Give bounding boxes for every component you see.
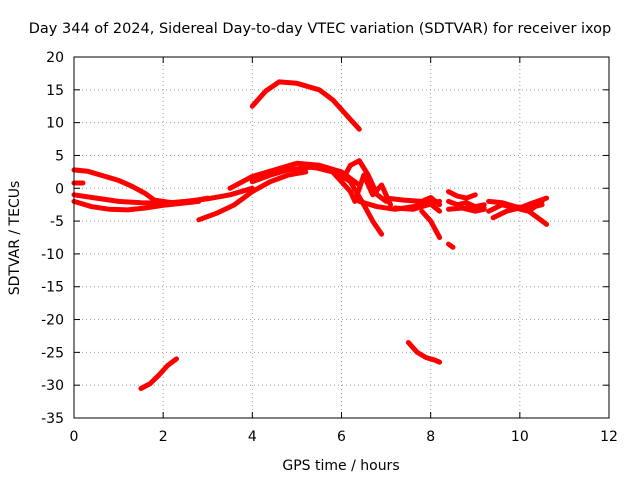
- y-tick-label: -30: [41, 378, 64, 394]
- y-tick-label: -5: [50, 214, 64, 230]
- x-tick-label: 4: [248, 429, 257, 445]
- y-tick-label: -35: [41, 411, 64, 427]
- series-line-s15: [419, 208, 443, 240]
- y-tick-label: 15: [46, 83, 64, 99]
- y-tick-label: -10: [41, 247, 64, 263]
- series-line-s13: [383, 195, 443, 208]
- series-line-s5: [138, 356, 179, 391]
- x-axis-label: GPS time / hours: [282, 458, 399, 474]
- x-tick-label: 0: [70, 429, 79, 445]
- series-group: [71, 79, 550, 391]
- y-tick-label: -20: [41, 313, 64, 329]
- series-line-s2: [71, 185, 255, 206]
- series-line-s18: [446, 198, 487, 210]
- y-tick-label: -25: [41, 345, 64, 361]
- x-tick-label: 2: [159, 429, 168, 445]
- series-line-s14: [392, 201, 443, 214]
- x-tick-label: 8: [426, 429, 435, 445]
- series-line-s16: [446, 241, 456, 250]
- plot-frame: [73, 56, 610, 419]
- series-line-s24: [512, 205, 550, 227]
- y-tick-label: -15: [41, 280, 64, 296]
- y-tick-label: 20: [46, 50, 64, 66]
- series-line-s6: [196, 169, 309, 223]
- y-tick-label: 0: [55, 181, 64, 197]
- axis-ticks: 0 2 4 6 8 10 12 -35 -30 -25 -20 -15 -10 -5 0 5 10 15 20: [41, 50, 618, 445]
- x-tick-label: 6: [337, 429, 346, 445]
- series-line-s10: [316, 166, 393, 208]
- series-line-s17: [405, 340, 443, 365]
- y-axis-label: SDTVAR / TECUs: [7, 181, 23, 296]
- x-tick-label: 10: [511, 429, 529, 445]
- series-line-s20: [446, 189, 478, 201]
- series-line-s25: [463, 205, 487, 212]
- y-tick-label: 5: [55, 148, 64, 164]
- x-tick-label: 12: [600, 429, 618, 445]
- series-line-s7: [227, 160, 362, 191]
- series-line-s9: [249, 79, 362, 132]
- series-line-s3: [71, 198, 202, 213]
- y-tick-label: 10: [46, 116, 64, 132]
- series-line-s11: [339, 158, 389, 204]
- chart-title: Day 344 of 2024, Sidereal Day-to-day VTE…: [29, 21, 612, 37]
